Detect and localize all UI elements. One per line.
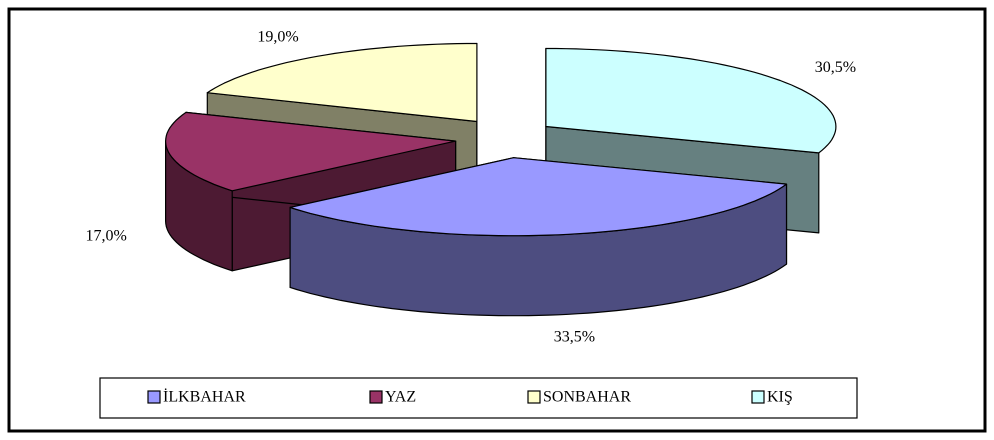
legend-label: SONBAHAR <box>543 389 631 406</box>
legend-label: YAZ <box>385 389 416 406</box>
data-label: 19,0% <box>257 28 298 45</box>
slice-top <box>545 47 837 154</box>
legend-swatch <box>147 390 161 404</box>
data-label: 17,0% <box>86 228 127 245</box>
legend-label: KIŞ <box>767 389 793 406</box>
slice-top <box>289 157 788 237</box>
slice-top <box>165 111 457 192</box>
legend-swatch <box>369 390 383 404</box>
legend-box <box>99 377 858 419</box>
pie-slice <box>289 157 788 317</box>
slice-top <box>206 42 478 123</box>
legend-swatch <box>527 390 541 404</box>
legend-swatch <box>751 390 765 404</box>
data-label: 33,5% <box>554 328 595 345</box>
data-label: 30,5% <box>815 59 856 76</box>
legend-label: İLKBAHAR <box>163 388 246 406</box>
